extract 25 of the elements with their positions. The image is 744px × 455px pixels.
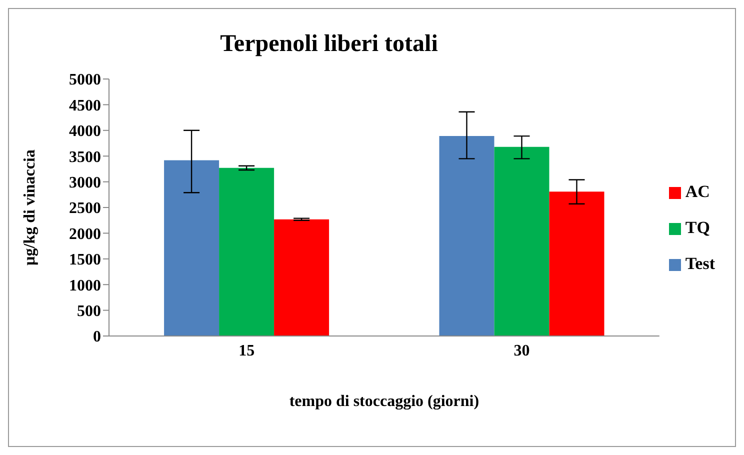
y-axis-title: µg/kg di vinaccia (22, 150, 39, 266)
y-tick-label: 3000 (69, 174, 101, 192)
y-tick-label: 5000 (69, 72, 101, 89)
x-axis-title: tempo di stoccaggio (giorni) (289, 393, 480, 410)
y-tick-label: 1500 (69, 252, 101, 269)
bar (439, 136, 494, 336)
y-tick-label: 3500 (69, 148, 101, 166)
x-tick-label: 30 (514, 342, 530, 360)
legend-label: TQ (685, 218, 710, 236)
y-tick-label: 4000 (69, 123, 101, 140)
x-tick-label: 15 (238, 342, 255, 360)
bar (549, 192, 604, 336)
bar (494, 146, 550, 336)
bar (219, 168, 274, 336)
bar (274, 219, 330, 336)
chart-title: Terpenoli liberi totali (219, 31, 439, 58)
y-tick-label: 500 (77, 302, 101, 320)
y-tick-label: 2000 (69, 226, 101, 243)
bar (164, 160, 220, 336)
legend-label: AC (685, 182, 710, 200)
y-tick-label: 1000 (69, 277, 101, 294)
y-tick-label: 2500 (69, 200, 101, 218)
y-tick-label: 4500 (69, 97, 101, 114)
y-tick-label: 0 (93, 328, 101, 346)
legend-label: Test (685, 254, 715, 272)
